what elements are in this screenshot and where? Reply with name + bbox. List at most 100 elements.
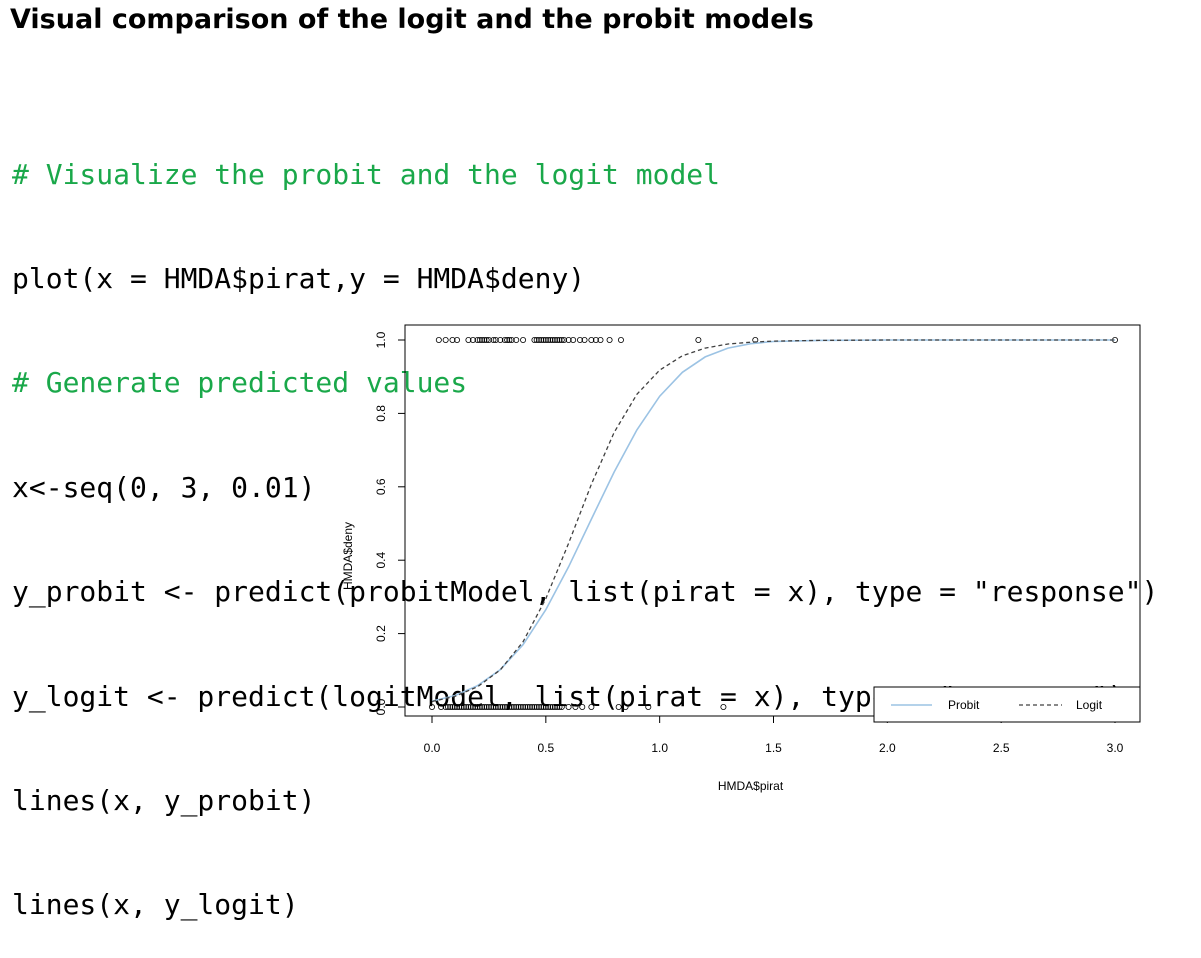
data-point [606,336,613,343]
x-tick-label: 0.0 [424,741,441,755]
data-point [565,703,572,710]
y-axis-label: HMDA$deny [341,522,355,590]
data-point [474,703,481,710]
data-point [695,336,702,343]
data-point [481,703,488,710]
data-point [490,336,497,343]
data-point [444,703,451,710]
data-point [501,703,508,710]
data-point [515,703,522,710]
data-point [561,336,568,343]
slide-title: Visual comparison of the logit and the p… [10,4,814,35]
data-point [429,703,436,710]
data-point [538,703,545,710]
data-point [547,703,554,710]
plot-frame [404,324,1141,717]
data-point [551,336,558,343]
data-point [551,703,558,710]
code-line: lines(x, y_logit) [12,888,299,922]
data-point [526,703,533,710]
data-point [581,336,588,343]
data-point [504,703,511,710]
y-tick-label: 1.0 [374,331,388,348]
data-point [540,703,547,710]
x-tick-label: 2.5 [993,741,1010,755]
data-point [570,336,577,343]
data-point [469,336,476,343]
data-point [506,703,513,710]
data-point [497,703,504,710]
data-point [495,703,502,710]
data-point [558,703,565,710]
x-tick-label: 1.0 [651,741,668,755]
data-point [558,336,565,343]
data-point [588,336,595,343]
data-point [449,336,456,343]
data-point [492,703,499,710]
data-point [615,703,622,710]
data-point [460,703,467,710]
data-point [572,703,579,710]
data-point [522,703,529,710]
data-point [490,703,497,710]
data-point [510,703,517,710]
y-tick-label: 0.8 [374,405,388,422]
data-point [467,703,474,710]
series-line-logit [431,339,1115,703]
data-point [497,336,504,343]
data-point [465,703,472,710]
data-point [549,703,556,710]
code-line: # Generate predicted values [12,366,468,400]
data-point [463,703,470,710]
code-line: x<-seq(0, 3, 0.01) [12,470,316,504]
data-point [588,703,595,710]
data-point [576,336,583,343]
data-point [504,336,511,343]
data-point [556,336,563,343]
data-point [472,703,479,710]
legend-label-probit: Probit [948,698,980,712]
data-point [449,703,456,710]
data-point [565,336,572,343]
data-point [442,336,449,343]
y-tick-label: 0.4 [374,552,388,569]
data-point [508,336,515,343]
data-point [454,703,461,710]
data-point [476,703,483,710]
data-point [442,703,449,710]
data-point [469,703,476,710]
data-point [533,703,540,710]
data-point [501,336,508,343]
data-point [533,336,540,343]
data-point [556,703,563,710]
data-point [454,336,461,343]
y-tick-label: 0.6 [374,478,388,495]
data-point [513,336,520,343]
data-point [506,336,513,343]
legend-label-logit: Logit [1076,698,1103,712]
data-point [508,703,515,710]
data-point [520,703,527,710]
data-point [538,336,545,343]
data-point [517,703,524,710]
data-point [545,336,552,343]
data-point [479,336,486,343]
x-tick-label: 0.5 [537,741,554,755]
x-tick-label: 1.5 [765,741,782,755]
data-point [447,703,454,710]
data-point [592,336,599,343]
data-point [542,336,549,343]
data-point [483,703,490,710]
code-line: plot(x = HMDA$pirat,y = HMDA$deny) [12,261,586,295]
data-point [492,336,499,343]
y-tick-label: 0.0 [374,698,388,715]
data-point [547,336,554,343]
data-point [451,703,458,710]
data-point [579,703,586,710]
data-point [479,703,486,710]
data-point [474,336,481,343]
data-point [485,703,492,710]
data-point [481,336,488,343]
data-point [531,703,538,710]
data-point [524,703,531,710]
